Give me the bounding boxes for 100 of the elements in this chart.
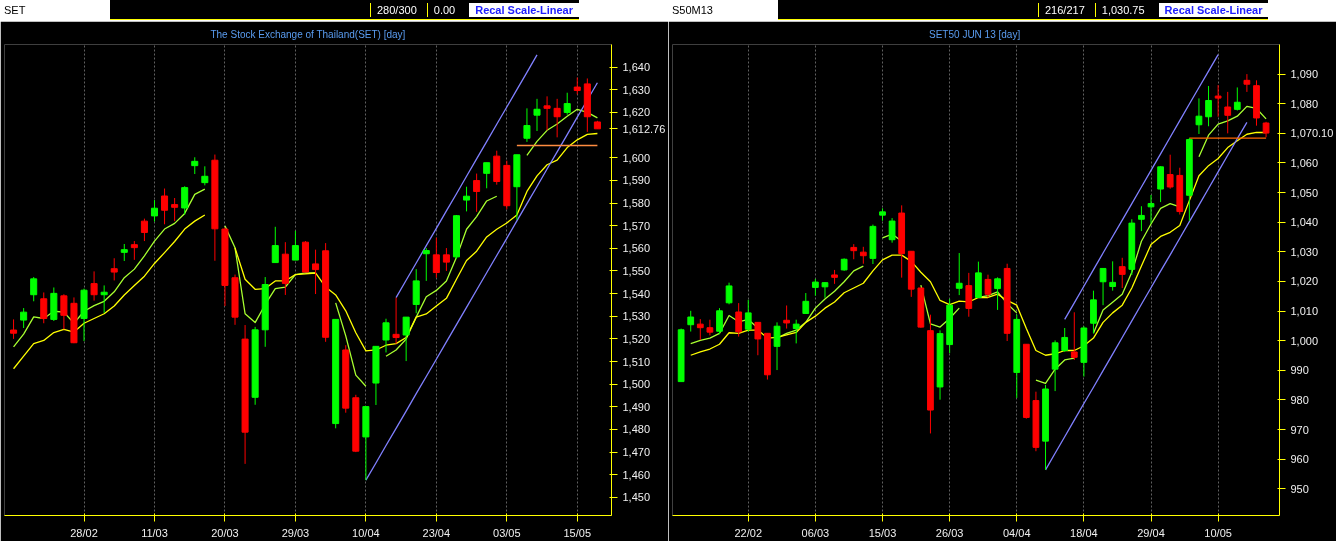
x-tick-label: 23/04 [422,526,451,539]
candlestick [744,299,752,333]
candlestick [201,165,209,186]
x-tick-label: 22/02 [734,526,763,539]
y-tick-label: 1,540 [622,287,651,300]
y-tick-label: 1,580 [622,197,651,210]
candlestick [888,217,896,244]
candlestick [984,274,992,298]
y-tick-label: 970 [1290,423,1309,436]
candlestick [994,276,1001,311]
text: 0.00 [426,3,462,17]
candlestick [1070,311,1078,361]
candlestick [735,302,743,338]
candlestick [100,284,108,314]
candlestick [1090,290,1097,334]
candlestick [1233,86,1241,112]
candlestick [533,98,541,132]
candlestick [463,186,471,212]
candlestick [523,107,531,143]
text: Recal Scale-Linear [1158,3,1269,17]
y-tick-label: 1,030 [1290,245,1319,258]
y-tick-label: 1,040 [1290,216,1319,229]
candlestick [792,319,800,344]
x-tick-label: 10/04 [352,526,380,539]
candlestick [130,240,138,261]
candlestick [382,318,390,353]
candlestick [754,321,762,356]
y-tick-label: 1,450 [622,491,651,504]
y-tick-label: 1,570 [622,219,651,232]
x-tick-label: 03/05 [493,526,521,539]
candlestick [90,270,98,302]
candlestick [965,272,973,318]
candlestick [687,310,695,333]
candlestick [442,247,450,272]
y-tick-label: 990 [1290,364,1309,377]
y-tick-label: 1,480 [622,423,651,436]
candlestick [432,237,440,279]
candlestick [473,173,481,213]
y-tick-label: 950 [1290,482,1309,495]
text: Recal Scale-Linear [469,3,580,17]
y-tick-label: 1,050 [1290,186,1319,199]
candlestick [392,297,400,345]
candlestick [483,162,491,189]
candlestick [1214,84,1222,118]
candlestick [821,281,829,299]
candlestick [402,316,410,362]
chart-title: SET50 JUN 13 [day] [929,28,1021,40]
y-tick-label: 1,470 [622,446,651,459]
y-tick-label: 1,000 [1290,334,1319,347]
candlestick [271,226,279,264]
y-tick-label: 1,090 [1290,68,1319,81]
candlestick [783,304,790,330]
y-tick-label: 1,490 [622,400,651,413]
candlestick [1195,97,1203,135]
y-tick-label: 1,630 [622,83,651,96]
y-tick-label: 1,612.76 [622,122,666,135]
candlestick [412,268,420,314]
text: SET [0,0,110,20]
y-tick-label: 1,010 [1290,305,1319,318]
candlestick [110,257,118,281]
y-tick-label: 960 [1290,453,1309,466]
candlestick [1118,257,1126,289]
x-tick-label: 20/03 [211,526,239,539]
line-series [1064,53,1219,321]
x-tick-label: 11/03 [141,526,168,539]
y-tick-label: 1,620 [622,106,651,119]
x-tick-label: 04/04 [1002,526,1031,539]
x-tick-label: 28/02 [70,526,98,539]
y-tick-label: 1,520 [622,332,651,345]
candlestick [1205,85,1212,127]
candlestick [181,185,189,216]
candlestick [1061,327,1069,353]
candlestick [422,247,430,282]
y-tick-label: 1,060 [1290,156,1319,169]
candlestick [696,318,704,341]
candlestick [773,321,781,371]
candlestick [1109,260,1117,292]
x-tick-label: 15/05 [563,526,592,539]
candlestick [10,318,18,340]
candlestick [60,293,68,330]
candlestick [312,249,320,295]
candlestick [171,197,179,222]
candlestick [706,319,714,336]
candlestick [1138,205,1145,232]
candlestick [161,188,169,225]
y-tick-label: 1,080 [1290,97,1319,110]
candlestick [150,199,159,223]
text: S50M13 [668,0,778,20]
candlestick [40,291,48,324]
candlestick [1166,154,1174,190]
chart-title: The Stock Exchange of Thailand(SET) [day] [210,28,406,40]
x-tick-label: 15/03 [868,526,897,539]
line-series [395,54,538,299]
line-series [365,82,599,481]
candlestick [553,98,561,138]
candlestick [1157,165,1164,203]
candlestick [1224,91,1232,134]
y-tick-label: 1,560 [622,242,651,255]
candlestick [140,218,148,242]
y-tick-label: 1,600 [622,151,651,164]
